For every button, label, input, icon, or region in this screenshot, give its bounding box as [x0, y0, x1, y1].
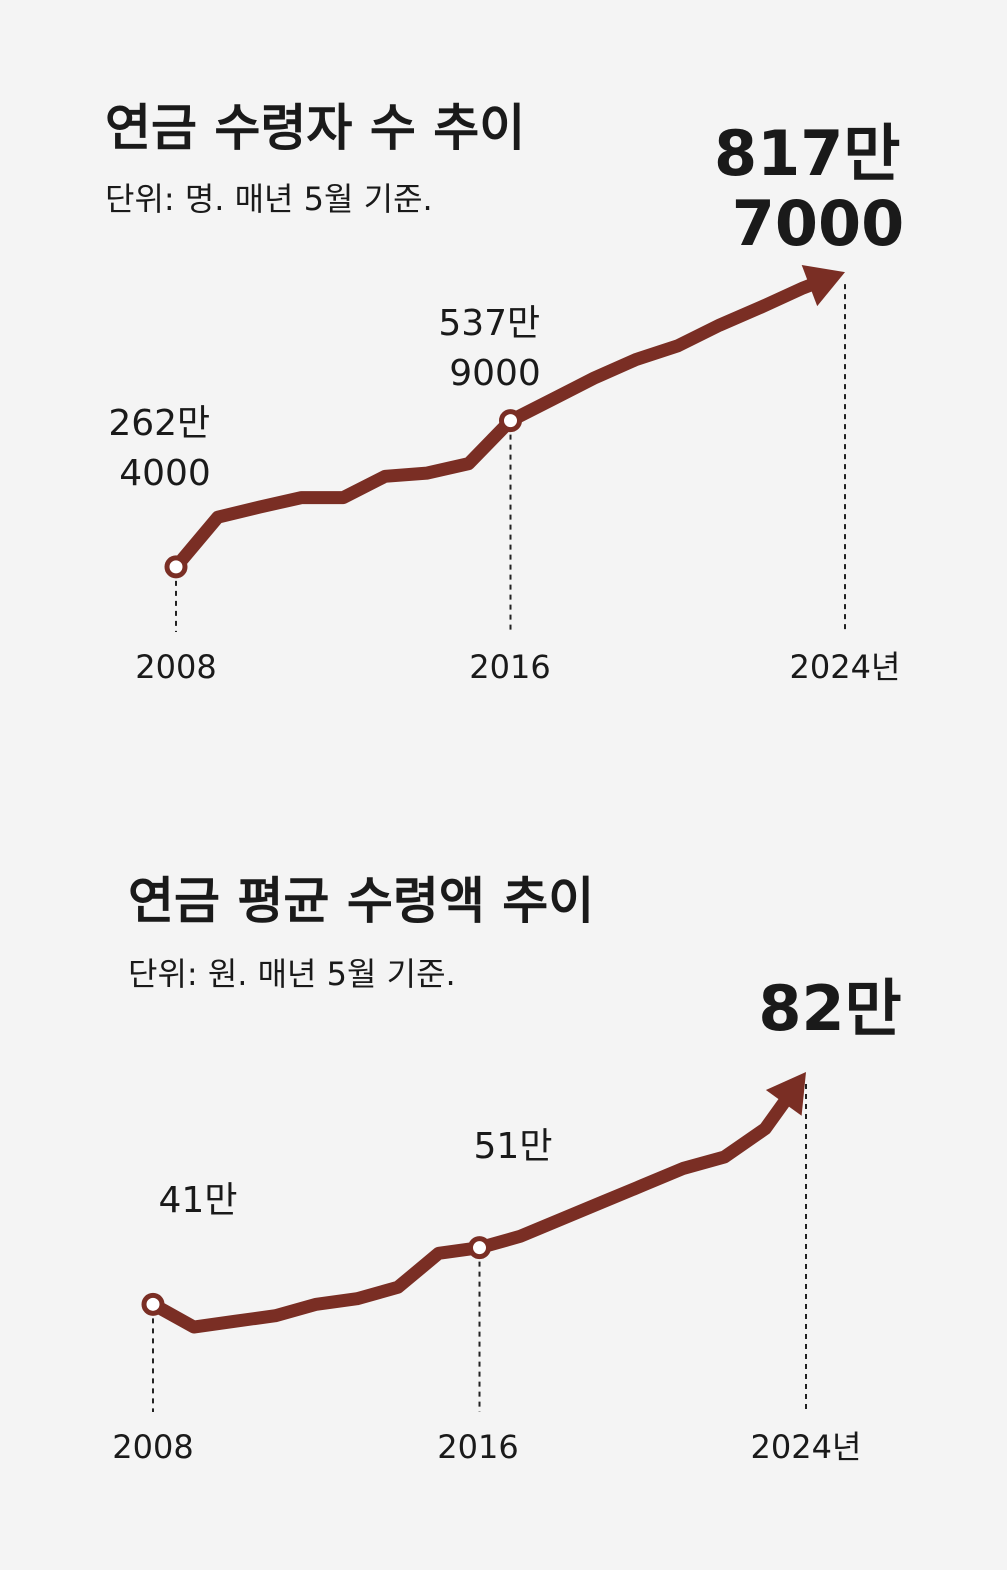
chart2-guide-lines	[152, 1084, 807, 1412]
chart2-arrowhead	[765, 1072, 806, 1116]
chart2-tick-2016: 2016	[437, 1428, 518, 1466]
chart1-annotation-2008-line1: 262만	[108, 403, 210, 444]
chart1-annotation-2016-line2: 9000	[449, 353, 541, 394]
chart1-tick-2024: 2024년	[790, 648, 901, 686]
chart1-tick-2016: 2016	[469, 648, 550, 686]
chart1-tick-2008: 2008	[135, 648, 216, 686]
chart1-annotation-2008: 262만 4000	[108, 403, 221, 494]
chart1-arrowhead	[801, 265, 845, 307]
chart2-annotation-2008: 41만	[159, 1180, 238, 1221]
chart1-annotation-2008-line2: 4000	[119, 453, 211, 494]
chart2-series-line	[146, 1093, 793, 1334]
chart1-annotation-2024: 817만 7000	[714, 117, 922, 260]
chart-average-pension: 연금 평균 수령액 추이 단위: 원. 매년 5월 기준. 41만 51만 82…	[112, 872, 901, 1466]
chart1-guide-lines	[175, 284, 846, 632]
chart2-title: 연금 평균 수령액 추이	[128, 872, 594, 930]
data-point-2016	[499, 409, 522, 433]
chart1-annotation-2016: 537만 9000	[438, 303, 551, 394]
chart2-annotation-2008-line1: 41만	[159, 1180, 238, 1221]
chart1-subtitle: 단위: 명. 매년 5월 기준.	[105, 180, 433, 218]
chart2-markers	[141, 1236, 491, 1316]
data-point-2008	[141, 1292, 165, 1316]
chart1-markers	[164, 409, 522, 579]
chart2-annotation-2024-line1: 82만	[758, 972, 901, 1045]
chart1-annotation-2024-line2: 7000	[732, 187, 905, 260]
data-point-2008	[164, 555, 188, 579]
chart2-tick-2024: 2024년	[751, 1428, 862, 1466]
data-point-2016	[468, 1236, 491, 1260]
chart2-tick-2008: 2008	[112, 1428, 193, 1466]
chart1-annotation-2016-line1: 537만	[438, 303, 540, 344]
chart2-annotation-2016: 51만	[474, 1126, 553, 1167]
chart-pension-recipients: 연금 수령자 수 추이 단위: 명. 매년 5월 기준. 262만 4000 5…	[105, 99, 922, 686]
chart1-annotation-2024-line1: 817만	[714, 117, 900, 190]
chart2-annotation-2024: 82만	[758, 972, 901, 1045]
chart2-subtitle: 단위: 원. 매년 5월 기준.	[128, 955, 456, 993]
chart1-title: 연금 수령자 수 추이	[105, 99, 525, 157]
chart2-annotation-2016-line1: 51만	[474, 1126, 553, 1167]
